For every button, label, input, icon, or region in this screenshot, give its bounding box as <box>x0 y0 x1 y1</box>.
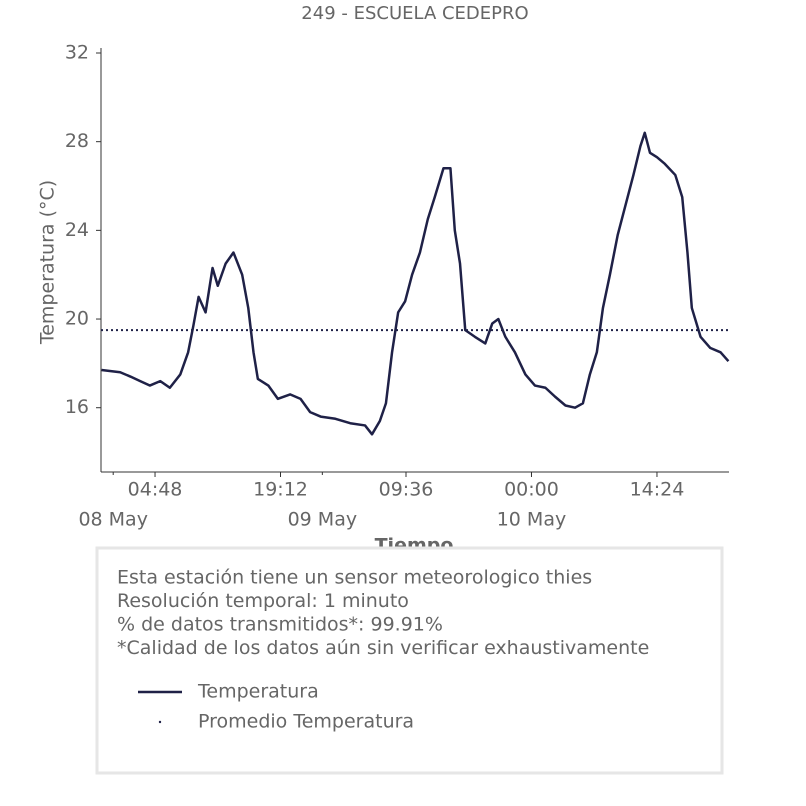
info-line: % de datos transmitidos*: 99.91% <box>117 614 443 636</box>
y-axis-label: Temperatura (°C) <box>37 180 59 345</box>
info-line: *Calidad de los datos aún sin verificar … <box>117 637 649 659</box>
legend-label: Promedio Temperatura <box>198 711 414 733</box>
info-line: Resolución temporal: 1 minuto <box>117 590 409 612</box>
y-tick-label: 28 <box>65 130 89 152</box>
temperature-line <box>101 131 730 436</box>
x-tick-label: 00:00 <box>504 479 559 501</box>
x-tick-label: 14:24 <box>630 479 685 501</box>
chart-title: 249 - ESCUELA CEDEPRO <box>301 3 528 24</box>
legend-label: Temperatura <box>197 681 319 703</box>
x-tick-label: 09:36 <box>379 479 434 501</box>
y-tick-label: 16 <box>65 396 89 418</box>
y-tick-label: 24 <box>65 219 89 241</box>
x-date-label: 08 May <box>78 509 148 531</box>
y-tick-label: 32 <box>65 42 89 64</box>
legend-swatch <box>158 720 162 724</box>
y-tick-label: 20 <box>65 308 89 330</box>
x-tick-label: 04:48 <box>128 479 183 501</box>
x-date-label: 09 May <box>288 509 358 531</box>
x-date-label: 10 May <box>497 509 567 531</box>
info-line: Esta estación tiene un sensor meteorolog… <box>117 567 592 589</box>
x-tick-label: 19:12 <box>253 479 308 501</box>
info-box <box>95 546 724 775</box>
